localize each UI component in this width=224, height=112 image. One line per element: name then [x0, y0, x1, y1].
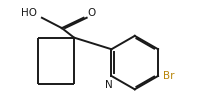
Text: Br: Br [163, 71, 175, 81]
Text: O: O [87, 8, 95, 18]
Text: N: N [105, 80, 113, 90]
Text: HO: HO [21, 8, 37, 18]
